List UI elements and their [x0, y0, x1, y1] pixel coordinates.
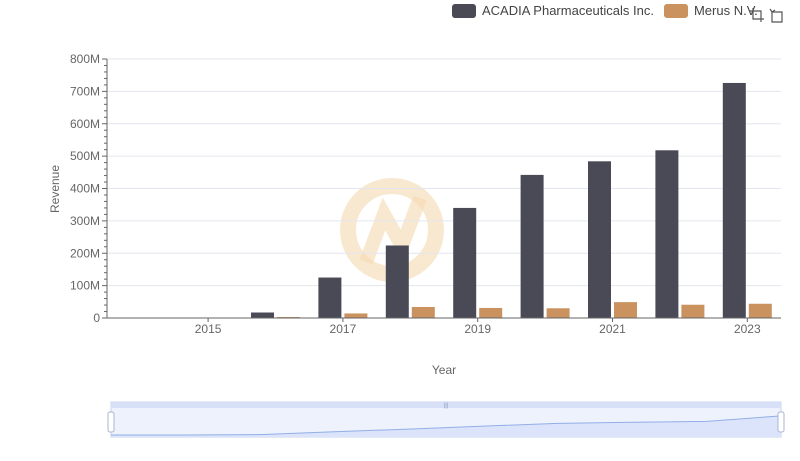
- bar-acadia-2023[interactable]: [722, 82, 746, 319]
- legend-item-merus[interactable]: Merus N.V.: [663, 3, 758, 18]
- bar-merus-2020[interactable]: [546, 308, 570, 318]
- x-tick-label: 2015: [195, 322, 222, 336]
- grid-lines: [107, 58, 781, 287]
- bar-merus-2019[interactable]: [479, 307, 503, 318]
- bar-merus-2018[interactable]: [411, 306, 435, 318]
- bar-acadia-2017[interactable]: [318, 277, 342, 318]
- chart-toolbar: [746, 6, 786, 24]
- bar-merus-2017[interactable]: [344, 313, 368, 318]
- bar-merus-2022[interactable]: [681, 304, 705, 318]
- bar-acadia-2019[interactable]: [453, 207, 477, 318]
- x-tick-label: 2017: [330, 322, 357, 336]
- legend-swatch-acadia: [452, 3, 476, 18]
- bar-merus-2021[interactable]: [614, 302, 637, 318]
- x-axis-label: Year: [432, 363, 456, 377]
- data-zoom-slider[interactable]: |||: [107, 401, 785, 438]
- y-tick-label: 0: [93, 311, 100, 325]
- bars: [116, 82, 772, 319]
- y-tick-label: 400M: [70, 182, 100, 196]
- watermark-mark: [359, 195, 427, 265]
- y-tick-label: 500M: [70, 149, 100, 163]
- slider-preview-line: [111, 415, 782, 436]
- legend: ACADIA Pharmaceuticals Inc. Merus N.V.: [452, 3, 768, 18]
- x-tick-label: 2019: [464, 322, 491, 336]
- axes: 0 100M 200M 300M 400M 500M 600M 700M 800M 2015 201…: [70, 52, 781, 336]
- slider-preview-area: [111, 415, 781, 437]
- crosshair-icon[interactable]: [748, 6, 766, 24]
- x-tick-label: 2021: [599, 322, 626, 336]
- bar-acadia-2018[interactable]: [385, 245, 409, 318]
- restore-icon[interactable]: [768, 6, 786, 24]
- y-tick-label: 100M: [70, 279, 100, 293]
- slider-grip-icon: |||: [444, 403, 449, 409]
- legend-label-acadia: ACADIA Pharmaceuticals Inc.: [482, 3, 654, 18]
- y-tick-label: 800M: [70, 52, 100, 66]
- bar-acadia-2016[interactable]: [251, 312, 274, 318]
- legend-label-merus: Merus N.V.: [693, 3, 758, 18]
- bar-acadia-2020[interactable]: [520, 174, 544, 318]
- y-tick-label: 600M: [70, 117, 100, 131]
- legend-swatch-merus: [663, 3, 688, 18]
- bar-merus-2023[interactable]: [748, 303, 772, 318]
- slider-handle-right[interactable]: [777, 411, 785, 433]
- x-tick-label: 2023: [734, 322, 761, 336]
- y-tick-label: 200M: [70, 246, 100, 260]
- y-tick-label: 300M: [70, 214, 100, 228]
- y-axis-label: Revenue: [48, 165, 62, 213]
- slider-handle-left[interactable]: [107, 411, 115, 433]
- bar-acadia-2022[interactable]: [655, 150, 679, 318]
- y-tick-label: 700M: [70, 84, 100, 98]
- legend-item-acadia[interactable]: ACADIA Pharmaceuticals Inc.: [452, 3, 654, 18]
- bar-acadia-2021[interactable]: [588, 161, 611, 318]
- slider-handle-bar[interactable]: [111, 402, 781, 408]
